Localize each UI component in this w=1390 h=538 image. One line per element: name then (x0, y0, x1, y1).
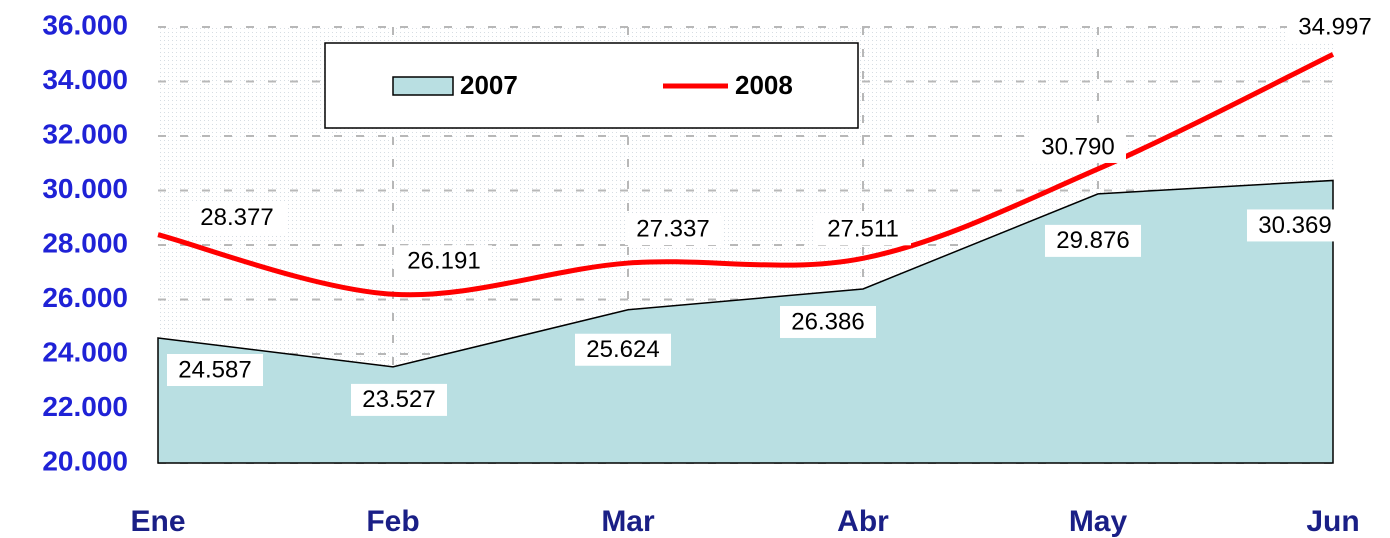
x-tick-label: Abr (837, 505, 889, 538)
y-tick-label: 32.000 (42, 118, 128, 149)
data-label: 27.511 (827, 216, 899, 243)
data-label-bg (396, 245, 492, 278)
data-label-bg (1045, 224, 1141, 257)
data-label-bg (1030, 130, 1126, 163)
x-tick-label: Feb (366, 505, 419, 538)
x-tick-label: Mar (601, 505, 655, 538)
legend-label: 2008 (735, 70, 793, 100)
y-tick-label: 24.000 (42, 336, 128, 367)
y-tick-label: 36.000 (42, 9, 128, 40)
y-tick-label: 28.000 (42, 227, 128, 258)
y-tick-label: 30.000 (42, 173, 128, 204)
legend: 2007 2008 (324, 42, 859, 129)
data-label: 29.876 (1056, 227, 1129, 254)
labels: 20.000 22.000 24.000 26.000 28.000 30.000 32.0… (42, 9, 1383, 538)
data-label-bg (625, 213, 721, 246)
data-label: 30.790 (1041, 133, 1114, 160)
area-2007 (157, 179, 1334, 464)
x-tick-label: May (1069, 505, 1128, 538)
y-tick-label: 22.000 (42, 391, 128, 422)
data-label-bg (1247, 209, 1343, 242)
data-label-bg (815, 213, 911, 246)
data-label-bg (189, 201, 285, 234)
x-tick-label: Ene (130, 505, 185, 538)
data-label-bg (780, 305, 876, 338)
marks (157, 52, 1335, 464)
x-tick-label: Jun (1306, 505, 1359, 538)
data-label: 28.377 (200, 204, 273, 231)
data-label: 24.587 (178, 356, 251, 383)
y-tick-label: 34.000 (42, 64, 128, 95)
y-tick-label: 20.000 (42, 445, 128, 476)
data-label-bg (351, 383, 447, 416)
data-label: 25.624 (586, 336, 659, 363)
data-label: 26.191 (407, 248, 480, 275)
data-label: 26.386 (791, 308, 864, 335)
data-label: 34.997 (1298, 14, 1371, 41)
y-tick-label: 26.000 (42, 282, 128, 313)
legend-swatch (392, 76, 454, 96)
data-label-bg (167, 354, 263, 387)
data-label: 30.369 (1258, 212, 1331, 239)
data-label-bg (575, 333, 671, 366)
legend-label: 2007 (460, 70, 518, 100)
data-label-bg (1287, 11, 1383, 44)
line-2008 (157, 52, 1335, 298)
data-label: 27.337 (636, 215, 709, 242)
data-label: 23.527 (362, 386, 435, 413)
